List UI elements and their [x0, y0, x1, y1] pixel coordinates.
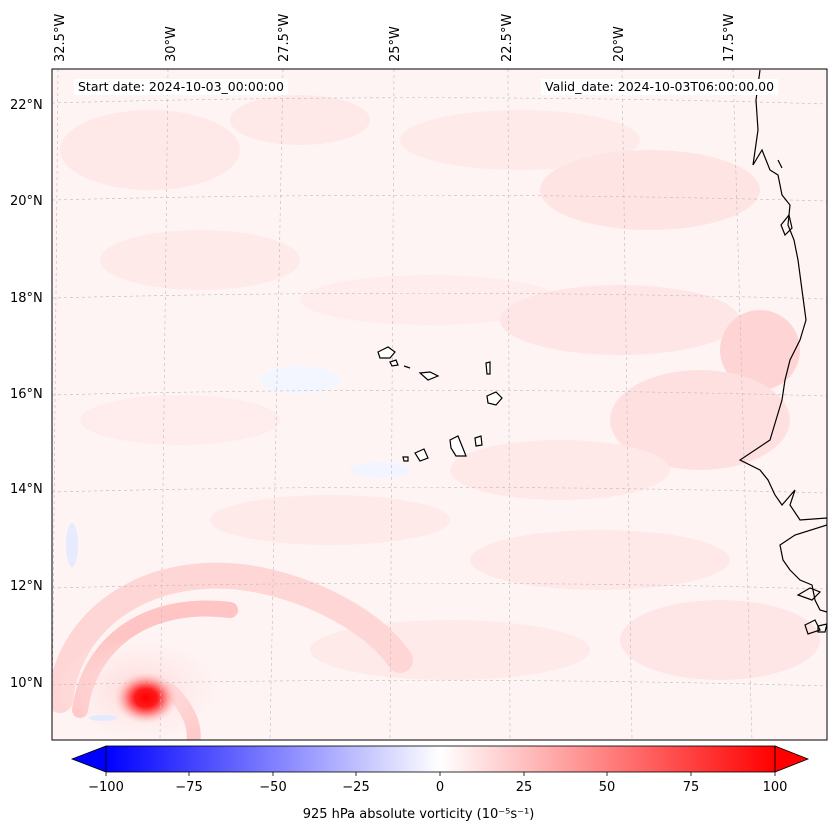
colorbar-tick: 0: [435, 780, 445, 795]
graticule: [52, 69, 827, 740]
lat-label-18n: 18°N: [10, 291, 43, 306]
lat-label-16n: 16°N: [10, 387, 43, 402]
colorbar-tick: −75: [175, 780, 203, 795]
lon-label-22-5w: 22.5°W: [500, 13, 515, 62]
lon-label-32-5w: 32.5°W: [53, 13, 68, 62]
colorbar-max-extend: [775, 746, 808, 772]
lon-label-25w: 25°W: [388, 26, 403, 62]
vorticity-field: [52, 69, 827, 740]
colorbar-tick: 50: [598, 780, 616, 795]
colorbar-tick: 100: [762, 780, 788, 795]
map-frame: [51, 68, 828, 741]
colorbar-label: 925 hPa absolute vorticity (10⁻⁵s⁻¹): [302, 807, 535, 822]
lat-label-22n: 22°N: [10, 98, 43, 113]
colorbar-tick: −100: [88, 780, 124, 795]
lat-label-12n: 12°N: [10, 579, 43, 594]
lon-label-17-5w: 17.5°W: [722, 13, 737, 62]
lon-label-30w: 30°W: [164, 26, 179, 62]
lat-label-14n: 14°N: [10, 482, 43, 497]
colorbar-min-extend: [72, 746, 106, 772]
start-date-label: Start date: 2024-10-03_00:00:00: [74, 79, 288, 95]
lat-label-20n: 20°N: [10, 194, 43, 209]
coastline: [738, 69, 827, 635]
lon-label-27-5w: 27.5°W: [277, 13, 292, 62]
valid-date-label: Valid_date: 2024-10-03T06:00:00.00: [541, 79, 779, 95]
colorbar-tick: 25: [515, 780, 533, 795]
lat-label-10n: 10°N: [10, 676, 43, 691]
colorbar-tick: −50: [259, 780, 287, 795]
colorbar-gradient: [106, 746, 775, 772]
colorbar: [70, 745, 810, 776]
colorbar-tick: 75: [682, 780, 700, 795]
vortex-maximum: [114, 672, 178, 724]
cape-verde-islands: [377, 346, 503, 462]
lon-label-20w: 20°W: [612, 26, 627, 62]
colorbar-tick: −25: [342, 780, 370, 795]
